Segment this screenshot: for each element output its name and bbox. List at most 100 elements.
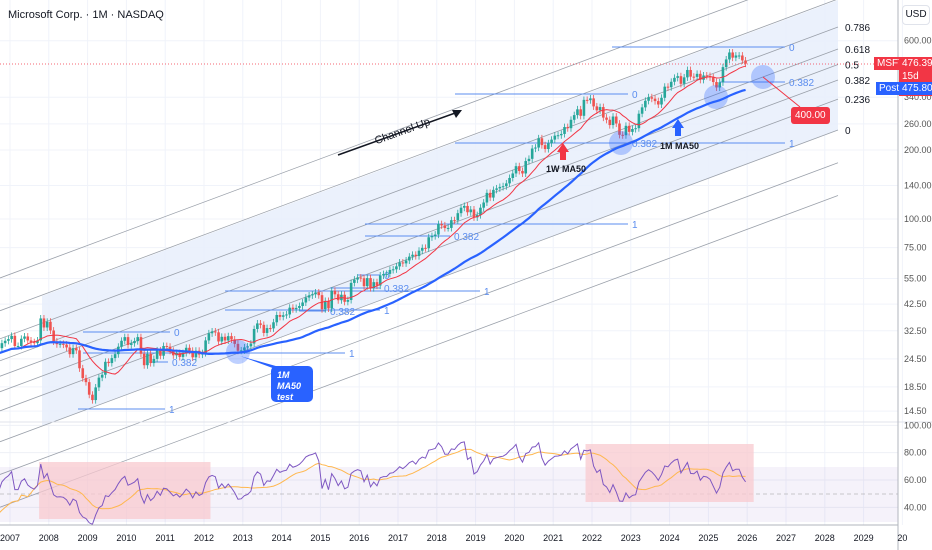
retracement-label: 1 bbox=[349, 349, 355, 360]
candle bbox=[715, 82, 718, 88]
candle bbox=[42, 318, 46, 328]
candle bbox=[210, 331, 214, 334]
candle bbox=[113, 354, 117, 359]
candle bbox=[136, 337, 140, 342]
candle bbox=[534, 147, 537, 149]
price-tick-label: 55.00 bbox=[904, 273, 927, 283]
candle bbox=[45, 321, 49, 328]
retracement-label: 1 bbox=[484, 287, 490, 298]
time-tick-label: 20 bbox=[897, 533, 907, 543]
candle bbox=[188, 347, 191, 351]
price-tick-label: 200.00 bbox=[904, 145, 932, 155]
time-tick-label: 2019 bbox=[466, 533, 486, 543]
candle bbox=[58, 343, 62, 345]
time-tick-label: 2011 bbox=[156, 533, 175, 543]
candle bbox=[537, 138, 540, 148]
candle bbox=[682, 77, 686, 84]
rsi-axis[interactable]: 100.00 80.00 60.00 40.00 bbox=[904, 420, 932, 512]
candle bbox=[346, 299, 350, 302]
candle bbox=[97, 377, 101, 388]
candle bbox=[540, 138, 544, 146]
candle bbox=[304, 297, 308, 303]
price-axis[interactable]: 600.00 340.00 260.00 200.00 140.00 100.00 75.0… bbox=[904, 36, 932, 416]
candle bbox=[605, 117, 608, 120]
candle bbox=[566, 127, 570, 129]
candle bbox=[673, 77, 676, 82]
candle bbox=[294, 307, 298, 310]
candle bbox=[614, 116, 618, 124]
time-tick-label: 2023 bbox=[621, 533, 641, 543]
candle bbox=[420, 247, 424, 251]
ma-fast-line bbox=[0, 65, 746, 375]
candle bbox=[718, 82, 722, 88]
time-axis[interactable]: 2007 2008 2009 2010 2011 2012 2013 2014 2015 2016… bbox=[0, 533, 907, 543]
candle bbox=[214, 331, 217, 333]
red-arrow-icon bbox=[557, 143, 569, 160]
candle bbox=[311, 294, 314, 296]
candle bbox=[741, 55, 744, 61]
candle bbox=[640, 107, 644, 114]
candle bbox=[650, 97, 654, 99]
candle bbox=[262, 324, 266, 333]
time-tick-label: 2010 bbox=[116, 533, 136, 543]
candle bbox=[81, 368, 85, 379]
candle bbox=[721, 67, 725, 83]
candle bbox=[249, 343, 253, 347]
candle bbox=[155, 350, 159, 359]
candle bbox=[498, 186, 502, 189]
candle bbox=[637, 113, 641, 129]
fib-channel: 0.786 0.618 0.5 0.382 0.236 0 bbox=[0, 0, 870, 508]
candle bbox=[408, 256, 411, 261]
weekly-ma-label: 1W MA50 bbox=[546, 164, 586, 174]
touch-circle bbox=[226, 340, 250, 364]
candle bbox=[679, 76, 683, 84]
candle bbox=[443, 225, 447, 229]
ma-slow-line bbox=[0, 88, 746, 356]
candle bbox=[382, 274, 385, 276]
candle bbox=[692, 76, 696, 78]
candle bbox=[252, 328, 256, 344]
candle bbox=[731, 52, 734, 58]
candle bbox=[634, 128, 637, 130]
candle bbox=[307, 295, 311, 298]
candle bbox=[165, 345, 169, 347]
channel-level-label: 0.618 bbox=[845, 45, 870, 56]
ma-test-callout: 1M MA50 test bbox=[271, 366, 313, 402]
candle bbox=[485, 192, 489, 203]
channel-level-label: 0 bbox=[845, 126, 851, 137]
candle bbox=[514, 166, 518, 174]
channel-arrow bbox=[337, 111, 459, 156]
time-tick-label: 2020 bbox=[504, 533, 524, 543]
candle bbox=[631, 128, 634, 132]
candle bbox=[149, 353, 152, 364]
candle bbox=[647, 97, 650, 101]
candle bbox=[349, 282, 353, 300]
candle bbox=[446, 227, 450, 229]
candle bbox=[236, 343, 240, 351]
candle bbox=[427, 237, 431, 249]
candle bbox=[579, 109, 582, 116]
candle bbox=[0, 343, 4, 349]
retracement-label: 0 bbox=[632, 90, 638, 101]
candle bbox=[653, 98, 657, 102]
candle bbox=[126, 337, 130, 345]
rsi-tick-label: 60.00 bbox=[904, 475, 927, 485]
candle bbox=[686, 69, 689, 78]
price-tick-label: 42.50 bbox=[904, 299, 927, 309]
candle bbox=[563, 127, 566, 134]
candle bbox=[110, 358, 114, 364]
candle bbox=[207, 333, 211, 341]
candle bbox=[259, 323, 262, 325]
candle bbox=[204, 340, 207, 354]
candle bbox=[456, 213, 460, 221]
candle bbox=[353, 279, 356, 283]
candle bbox=[505, 183, 508, 187]
currency-button[interactable]: USD bbox=[902, 5, 930, 25]
blue-arrow-icon bbox=[672, 119, 684, 136]
candle bbox=[291, 307, 295, 310]
candle bbox=[26, 336, 30, 341]
candle bbox=[705, 75, 709, 77]
candle bbox=[676, 76, 679, 78]
candle bbox=[495, 188, 498, 190]
